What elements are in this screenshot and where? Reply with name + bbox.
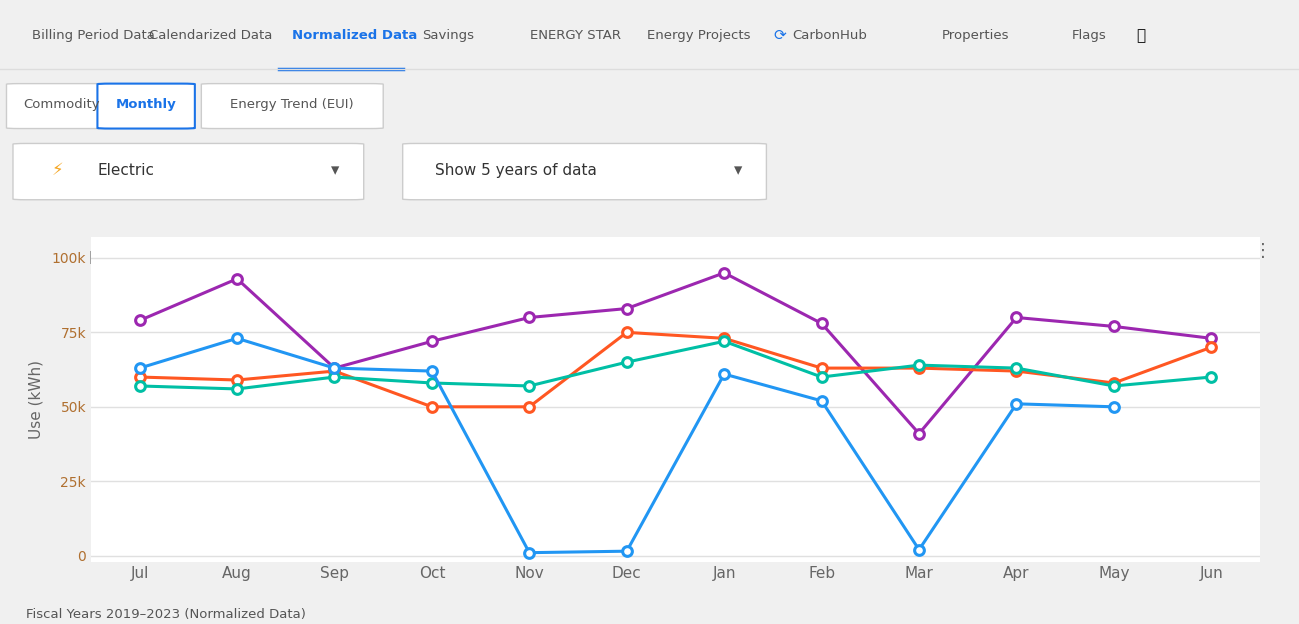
Text: Flags: Flags [1072,29,1107,42]
Text: Electric: Electric [97,163,155,178]
Text: Billing Period Data: Billing Period Data [32,29,156,42]
Text: ENERGY STAR: ENERGY STAR [530,29,621,42]
Legend: 2019, 2020, 2021, 2022, 2023: 2019, 2020, 2021, 2022, 2023 [525,618,1013,624]
Y-axis label: Use (kWh): Use (kWh) [29,360,43,439]
Text: Commodity: Commodity [23,98,100,110]
Text: Properties: Properties [942,29,1009,42]
Text: Calendarized Data: Calendarized Data [149,29,273,42]
Text: Monthly Use Trend: Monthly Use Trend [90,250,278,268]
Text: Fiscal Years 2019–2023 (Normalized Data): Fiscal Years 2019–2023 (Normalized Data) [26,608,305,621]
Text: ▾: ▾ [734,161,742,179]
Text: 🚩: 🚩 [1137,29,1146,44]
Text: Energy Projects: Energy Projects [647,29,751,42]
Text: Show 5 years of data: Show 5 years of data [435,163,598,178]
Text: CarbonHub: CarbonHub [792,29,868,42]
Text: Savings: Savings [422,29,474,42]
Text: Normalized Data: Normalized Data [292,29,417,42]
Text: Monthly: Monthly [116,98,177,110]
Text: ⚡: ⚡ [52,161,64,179]
FancyBboxPatch shape [201,84,383,129]
FancyBboxPatch shape [6,84,117,129]
FancyBboxPatch shape [13,144,364,200]
Text: ⋮: ⋮ [1255,241,1272,260]
FancyBboxPatch shape [97,84,195,129]
Text: ↗: ↗ [1229,241,1244,260]
Text: ⟳: ⟳ [773,29,786,44]
Text: Energy Trend (EUI): Energy Trend (EUI) [230,98,355,110]
Text: ▾: ▾ [331,161,339,179]
FancyBboxPatch shape [403,144,766,200]
